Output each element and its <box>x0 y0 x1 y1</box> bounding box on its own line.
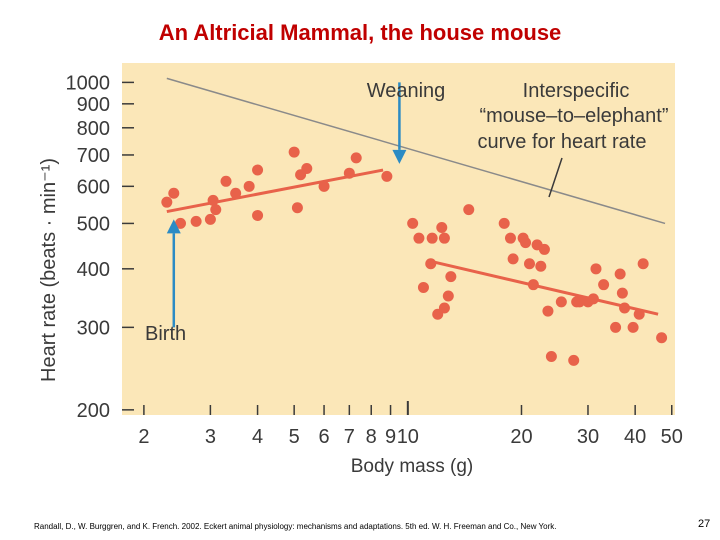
pre-weaning-point <box>168 187 180 199</box>
post-weaning-point <box>507 253 519 265</box>
pre-weaning-point <box>210 204 222 216</box>
y-tick-label: 700 <box>77 145 110 167</box>
interspecific-label-line-2: “mouse–to–elephant” <box>479 105 668 127</box>
data-points <box>161 146 668 366</box>
pre-weaning-point <box>230 187 242 199</box>
y-tick-label: 400 <box>77 259 110 281</box>
post-weaning-point <box>527 279 539 291</box>
post-weaning-point <box>438 302 450 314</box>
x-tick-label: 2 <box>138 426 149 448</box>
x-tick-label: 6 <box>318 426 329 448</box>
y-tick-label: 800 <box>77 118 110 140</box>
post-weaning-point <box>425 258 437 270</box>
post-weaning-point <box>619 302 631 314</box>
slide-title: An Altricial Mammal, the house mouse <box>158 20 562 45</box>
post-weaning-point <box>574 296 586 308</box>
x-axis-label: Body mass (g) <box>351 456 473 477</box>
y-axis-label: Heart rate (beats · min⁻¹) <box>38 158 60 382</box>
page-number: 27 <box>698 518 711 530</box>
interspecific-pointer <box>548 157 563 198</box>
citation: Randall, D., W. Burggren, and K. French.… <box>34 522 557 531</box>
pre-weaning-point <box>174 217 186 229</box>
x-tick-label: 10 <box>397 426 419 448</box>
pre-weaning-point <box>252 164 264 176</box>
pre-weaning-point <box>318 180 330 192</box>
y-tick-label: 500 <box>77 213 110 235</box>
x-axis: 2 3 4 5 6 7 8 9 10 20 30 40 50 <box>138 401 683 448</box>
pre-weaning-point <box>288 146 300 158</box>
post-weaning-point <box>407 217 419 229</box>
birth-arrow-head <box>166 219 181 234</box>
post-weaning-point <box>498 217 510 229</box>
post-weaning-point <box>614 268 626 280</box>
post-weaning-point <box>436 222 448 234</box>
post-weaning-point <box>463 204 475 216</box>
pre-weaning-point <box>190 215 202 227</box>
post-weaning-point <box>545 350 557 362</box>
post-weaning-point <box>598 279 610 291</box>
x-tick-label: 4 <box>252 426 263 448</box>
post-weaning-point <box>637 258 649 270</box>
interspecific-curve <box>166 77 666 225</box>
x-tick-label: 30 <box>577 426 599 448</box>
post-weaning-point <box>445 271 457 283</box>
pre-weaning-point <box>207 194 219 206</box>
post-weaning-point <box>413 232 425 244</box>
post-weaning-point <box>442 290 454 302</box>
post-weaning-point <box>426 232 438 244</box>
post-weaning-point <box>616 287 628 299</box>
post-weaning-point <box>504 232 516 244</box>
pre-weaning-point <box>252 209 264 221</box>
weaning-arrow <box>392 82 407 164</box>
x-tick-label: 5 <box>289 426 300 448</box>
pre-weaning-point <box>204 213 216 225</box>
interspecific-label-line-3: curve for heart rate <box>478 131 647 153</box>
y-tick-label: 300 <box>77 317 110 339</box>
pre-weaning-point <box>161 196 173 208</box>
x-tick-label: 7 <box>344 426 355 448</box>
x-tick-label: 3 <box>205 426 216 448</box>
pre-weaning-point <box>243 180 255 192</box>
pre-weaning-point <box>291 202 303 214</box>
x-tick-label: 40 <box>624 426 646 448</box>
post-weaning-point <box>587 293 599 305</box>
post-weaning-point <box>535 260 547 272</box>
pre-weaning-point <box>220 175 232 187</box>
interspecific-label-line-1: Interspecific <box>523 80 630 102</box>
post-weaning-point <box>633 308 645 320</box>
post-weaning-point <box>590 263 602 275</box>
weaning-label: Weaning <box>367 80 446 102</box>
post-weaning-point <box>656 332 668 344</box>
weaning-arrow-head <box>392 149 407 164</box>
post-weaning-point <box>520 237 532 249</box>
pre-weaning-point <box>350 152 362 164</box>
birth-label: Birth <box>145 323 186 345</box>
post-weaning-point <box>555 296 567 308</box>
x-tick-label: 8 <box>366 426 377 448</box>
x-tick-label: 50 <box>661 426 683 448</box>
pre-weaning-point <box>343 167 355 179</box>
pre-weaning-point <box>381 170 393 182</box>
y-tick-label: 900 <box>77 94 110 116</box>
post-weaning-point <box>627 321 639 333</box>
post-weaning-point <box>542 305 554 317</box>
x-tick-label: 20 <box>510 426 532 448</box>
post-weaning-point <box>417 281 429 293</box>
birth-arrow <box>166 219 181 328</box>
y-tick-label: 600 <box>77 176 110 198</box>
post-weaning-point <box>568 354 580 366</box>
y-tick-label: 1000 <box>66 72 111 94</box>
x-tick-label: 9 <box>385 426 396 448</box>
post-weaning-point <box>523 258 535 270</box>
pre-weaning-point <box>301 162 313 174</box>
post-weaning-point <box>538 243 550 255</box>
post-weaning-point <box>438 232 450 244</box>
post-weaning-point <box>610 321 622 333</box>
y-tick-label: 200 <box>77 400 110 422</box>
